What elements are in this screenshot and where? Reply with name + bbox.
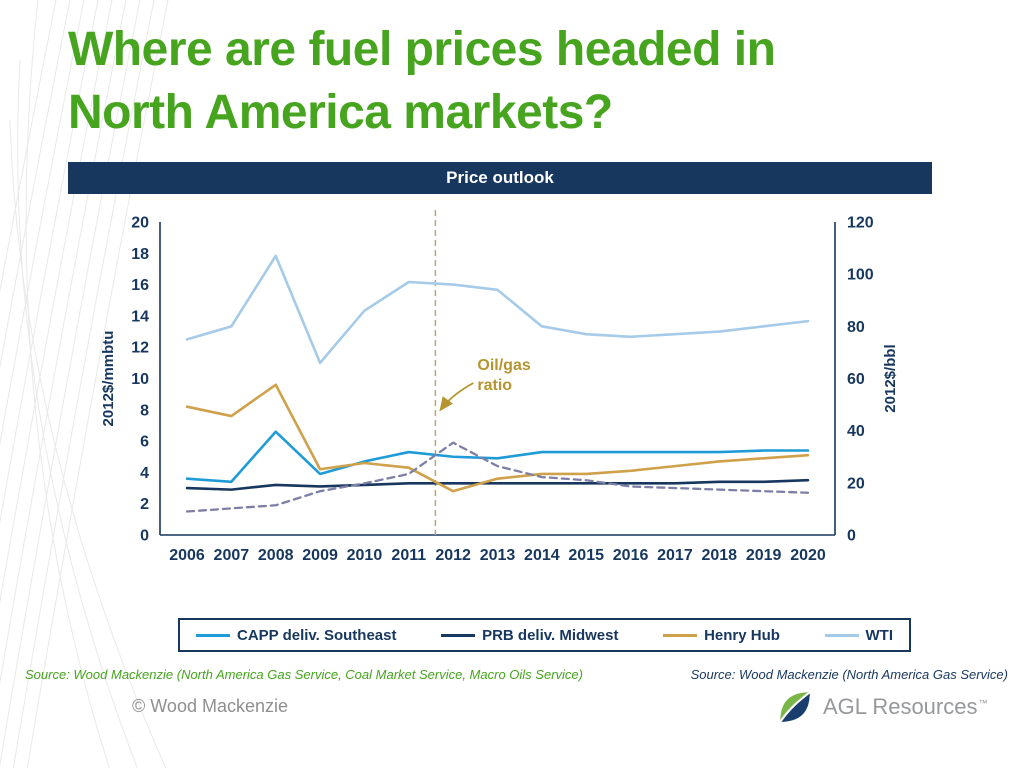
y-axis-left-tick: 6 xyxy=(140,434,149,451)
page-title: Where are fuel prices headed in North Am… xyxy=(68,18,968,145)
x-axis-tick: 2018 xyxy=(701,547,737,564)
x-axis-tick: 2019 xyxy=(746,547,782,564)
source-left: Source: Wood Mackenzie (North America Ga… xyxy=(25,667,583,682)
source-right: Source: Wood Mackenzie (North America Ga… xyxy=(690,667,1008,682)
legend-swatch xyxy=(824,633,859,637)
series-henry-hub xyxy=(185,383,810,493)
annotation-oil-gas-line2: ratio xyxy=(477,377,512,394)
x-axis-tick: 2010 xyxy=(347,547,383,564)
legend-swatch xyxy=(196,633,230,637)
y-axis-left-tick: 16 xyxy=(131,277,149,294)
y-axis-left-tick: 8 xyxy=(140,402,149,419)
annotation-arrow xyxy=(439,382,474,412)
y-axis-right-tick: 40 xyxy=(847,423,865,440)
legend-item-capp-deliv-southeast: CAPP deliv. Southeast xyxy=(196,627,397,644)
page-title-line2: North America markets? xyxy=(68,86,613,140)
sources-row: Source: Wood Mackenzie (North America Ga… xyxy=(0,667,1024,682)
y-axis-left-label: 2012$/mmbtu xyxy=(100,331,117,427)
y-axis-right-label: 2012$/bbl xyxy=(882,344,899,412)
x-axis-tick: 2014 xyxy=(524,547,560,564)
logo-text: AGL Resources™ xyxy=(823,694,988,719)
annotation-oil-gas-line1: Oil/gas xyxy=(477,357,530,374)
legend-label: PRB deliv. Midwest xyxy=(482,626,619,644)
y-axis-right-tick: 60 xyxy=(847,371,865,388)
y-axis-right-tick: 20 xyxy=(847,475,865,492)
legend-label: WTI xyxy=(865,626,894,644)
legend-swatch xyxy=(441,633,476,637)
x-axis-tick: 2020 xyxy=(790,547,826,564)
x-axis-tick: 2015 xyxy=(568,547,604,564)
legend-label: Henry Hub xyxy=(704,626,780,644)
series-prb-deliv-midwest xyxy=(185,478,810,491)
series-capp-deliv-southeast xyxy=(185,430,810,484)
y-axis-right-tick: 80 xyxy=(847,319,865,336)
x-axis-tick: 2008 xyxy=(258,547,294,564)
y-axis-left-tick: 12 xyxy=(131,340,149,357)
legend-item-prb-deliv-midwest: PRB deliv. Midwest xyxy=(441,626,619,644)
background-curves xyxy=(0,0,169,768)
y-axis-left-tick: 20 xyxy=(131,215,149,232)
legend-item-henry-hub: Henry Hub xyxy=(663,627,780,644)
legend-swatch xyxy=(663,633,698,637)
agl-resources-logo: AGL Resources™ xyxy=(776,688,987,726)
x-axis-tick: 2009 xyxy=(302,547,338,564)
y-axis-left-tick: 14 xyxy=(131,308,149,325)
agl-leaf-icon xyxy=(779,691,811,723)
page-title-line1: Where are fuel prices headed in xyxy=(68,23,776,76)
y-axis-left-tick: 4 xyxy=(140,465,149,482)
y-axis-left-tick: 18 xyxy=(131,246,149,263)
x-axis-tick: 2006 xyxy=(169,547,205,564)
x-axis-tick: 2012 xyxy=(435,547,471,564)
y-axis-right-tick: 100 xyxy=(847,267,874,284)
logo-trademark: ™ xyxy=(978,697,988,708)
y-axis-left-tick: 2 xyxy=(140,496,149,513)
x-axis-tick: 2017 xyxy=(657,547,693,564)
price-outlook-chart: 0 2 4 6 8 10 12 14 16 18 20 0 20 40 60 80 100 120 2006 2007… xyxy=(100,210,899,564)
y-axis-right-tick: 0 xyxy=(847,528,856,545)
legend-label: CAPP deliv. Southeast xyxy=(237,626,397,644)
x-axis-tick: 2007 xyxy=(214,547,250,564)
x-axis-tick: 2011 xyxy=(391,547,426,564)
x-axis-tick: 2016 xyxy=(613,547,649,564)
y-axis-right-tick: 120 xyxy=(847,215,874,232)
y-axis-left-tick: 0 xyxy=(140,528,149,545)
y-axis-left-tick: 10 xyxy=(131,371,149,388)
chart-banner: Price outlook xyxy=(68,162,932,194)
series-oil-gas-ratio xyxy=(185,441,810,513)
legend-item-wti: WTI xyxy=(824,626,894,644)
series-wti xyxy=(185,254,810,365)
copyright: © Wood Mackenzie xyxy=(132,696,288,716)
x-axis-tick: 2013 xyxy=(480,547,516,564)
chart-legend: CAPP deliv. Southeast PRB deliv. Midwest H… xyxy=(178,618,911,652)
